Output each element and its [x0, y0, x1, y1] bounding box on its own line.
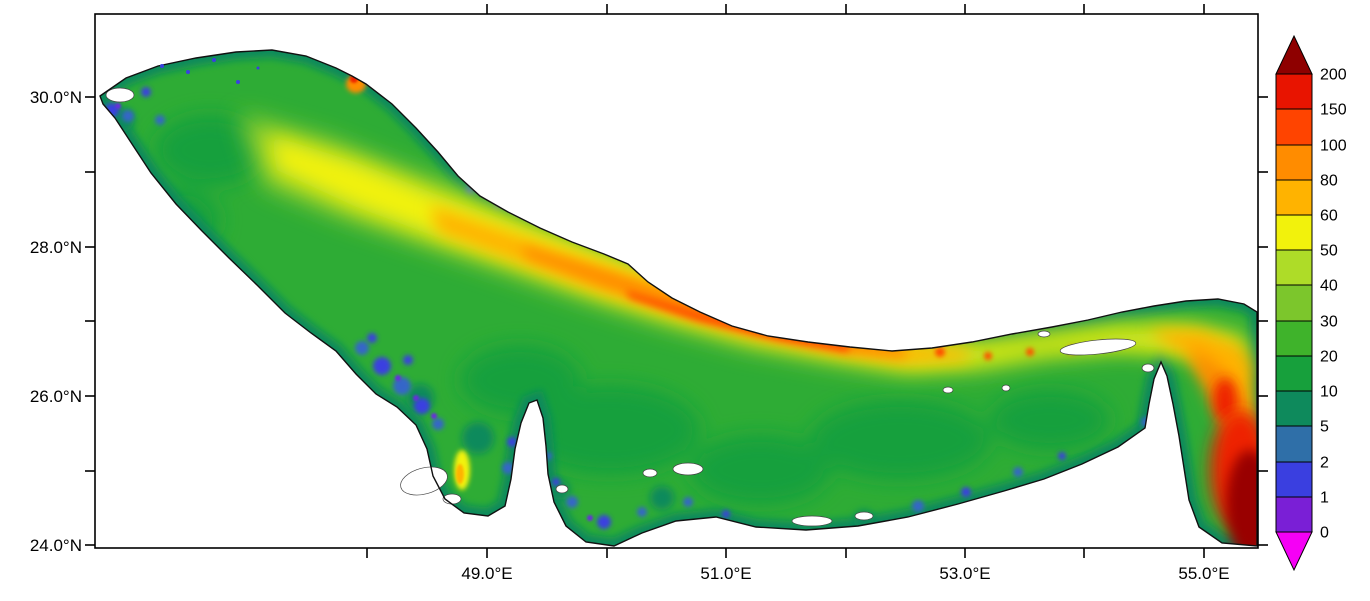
colorbar-tick-label: 5	[1320, 419, 1329, 436]
colorbar-segment	[1275, 461, 1313, 498]
y-tick-label-28n: 28.0°N	[30, 238, 82, 257]
island	[1141, 363, 1155, 373]
colorbar-segment	[1275, 390, 1313, 427]
colorbar-segment	[1275, 73, 1313, 110]
colorbar-tick-label: 0	[1320, 525, 1329, 542]
colorbar-segment	[1275, 320, 1313, 357]
island	[1059, 338, 1137, 356]
colorbar-segment	[1275, 214, 1313, 251]
colorbar-tick-label: 40	[1320, 278, 1338, 295]
colorbar-segment	[1275, 249, 1313, 286]
colorbar-segment	[1275, 425, 1313, 463]
colorbar-segment	[1275, 496, 1313, 533]
bottom-ticks	[366, 548, 1205, 558]
colorbar-tick-label: 20	[1320, 349, 1338, 366]
hormuz-oman-hotspot	[1150, 330, 1257, 546]
colorbar-segment	[1275, 179, 1313, 216]
colorbar-tick-label: 100	[1320, 138, 1347, 155]
colorbar-tick-label: 10	[1320, 384, 1338, 401]
dark-blue-speckles	[105, 87, 1066, 529]
colorbar-tick-label: 60	[1320, 208, 1338, 225]
x-tick-label-49e: 49.0°E	[461, 564, 512, 583]
y-tick-label-24n: 24.0°N	[30, 536, 82, 555]
colorbar-tick-label: 200	[1320, 67, 1347, 84]
colorbar-arrow-top	[1275, 34, 1313, 75]
dark-green-patches	[140, 115, 1110, 505]
stray-speckles	[160, 58, 260, 84]
colorbar-tick-label: 1	[1320, 490, 1329, 507]
colorbar-tick-label: 2	[1320, 455, 1329, 472]
colorbar: 200 150 100 80 60 50 40 30 20 10 5 2 1 0	[1275, 34, 1347, 572]
colorbar-tick-label: 80	[1320, 173, 1338, 190]
x-tick-label-51e: 51.0°E	[700, 564, 751, 583]
colorbar-segment	[1275, 355, 1313, 392]
top-ticks	[366, 4, 1205, 14]
x-tick-label-55e: 55.0°E	[1178, 564, 1229, 583]
left-ticks	[85, 96, 95, 546]
colorbar-segment	[1275, 144, 1313, 181]
colorbar-tick-label: 50	[1320, 243, 1338, 260]
colorbar-tick-label: 30	[1320, 314, 1338, 331]
no-data-patches	[105, 87, 1155, 527]
x-tick-label-53e: 53.0°E	[939, 564, 990, 583]
plot-frame	[94, 13, 1259, 549]
island	[1037, 330, 1051, 338]
colorbar-segment	[1275, 108, 1313, 146]
colorbar-arrow-bottom	[1275, 531, 1313, 572]
west-coast-hotspot	[454, 450, 470, 490]
colorbar-segment	[1275, 284, 1313, 322]
y-tick-label-30n: 30.0°N	[30, 88, 82, 107]
colorbar-tick-label: 150	[1320, 102, 1347, 119]
y-tick-label-26n: 26.0°N	[30, 387, 82, 406]
right-ticks	[1258, 96, 1268, 546]
